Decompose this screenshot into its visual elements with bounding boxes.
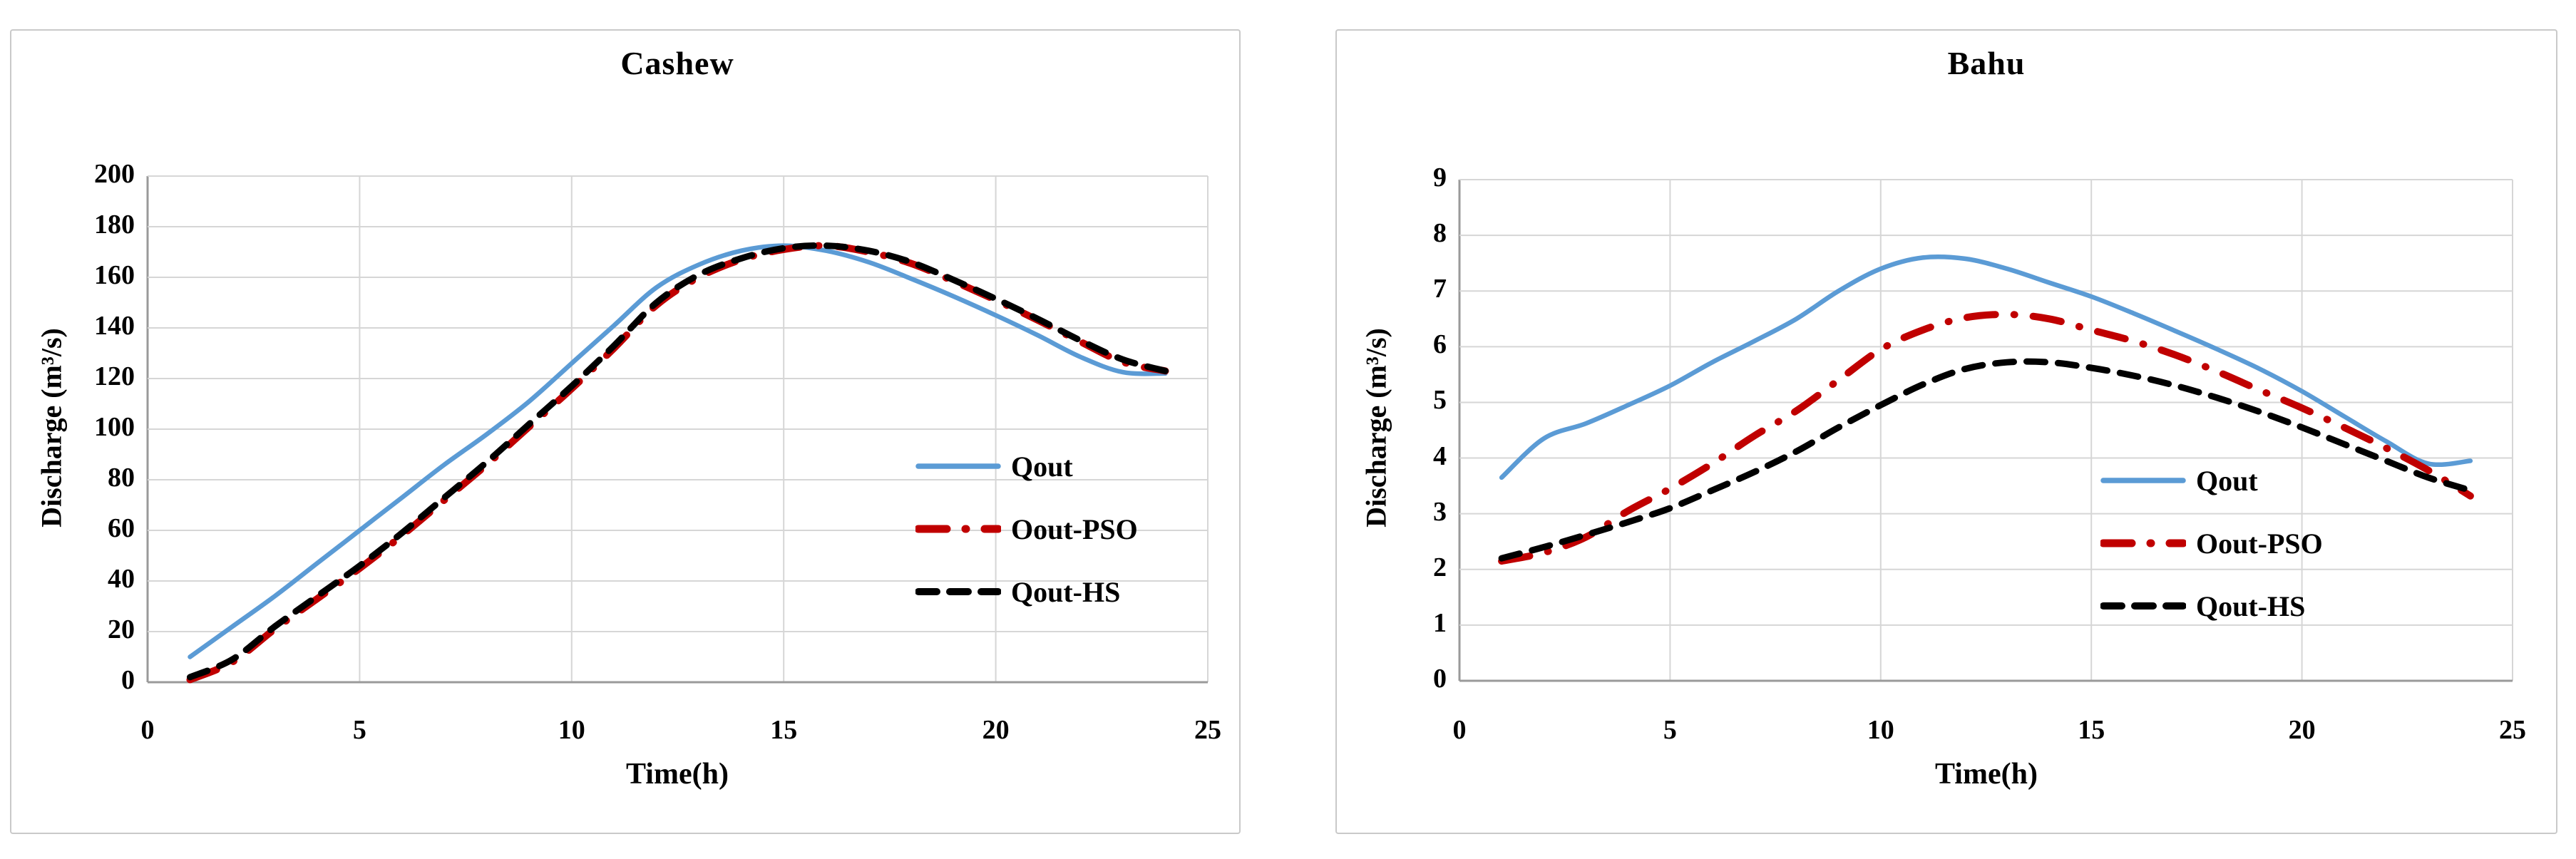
y-tick-label: 2 xyxy=(1433,552,1447,582)
legend-cashew: Qout Oout-PSO Qout-HS xyxy=(915,435,1138,623)
x-tick-label: 5 xyxy=(352,715,366,745)
legend-line-sample xyxy=(2100,602,2186,609)
y-tick-label: 5 xyxy=(1433,385,1447,416)
x-tick-label: 20 xyxy=(2288,715,2316,745)
legend-bahu: Qout Oout-PSO Qout-HS xyxy=(2100,449,2323,637)
y-tick-label: 0 xyxy=(1433,664,1447,694)
y-tick-label: 160 xyxy=(94,260,135,290)
legend-label: Qout-HS xyxy=(2196,590,2306,622)
y-tick-label: 8 xyxy=(1433,218,1447,249)
legend-label: Oout-PSO xyxy=(2196,527,2323,560)
legend-line-sample xyxy=(915,525,1001,533)
x-axis-title-cashew: Time(h) xyxy=(626,758,729,791)
x-axis-title-bahu: Time(h) xyxy=(1935,758,2038,791)
x-tick-label: 25 xyxy=(2499,715,2526,745)
chart-title-bahu: Bahu xyxy=(1947,45,2026,81)
legend-label: Qout xyxy=(1011,450,1073,483)
y-tick-label: 180 xyxy=(94,210,135,240)
legend-item-qout-hs: Qout-HS xyxy=(915,560,1138,623)
y-tick-label: 200 xyxy=(94,159,135,189)
y-tick-label: 20 xyxy=(108,614,135,644)
x-tick-label: 5 xyxy=(1663,715,1677,745)
series-line-oout-pso xyxy=(1498,310,2474,565)
legend-line-sample xyxy=(915,588,1001,595)
legend-item-oout-pso: Oout-PSO xyxy=(915,498,1138,560)
series-line-qout-hs xyxy=(187,242,1169,681)
series-line-qout xyxy=(188,243,1168,659)
y-tick-label: 3 xyxy=(1433,496,1447,527)
x-tick-label: 15 xyxy=(2078,715,2105,745)
legend-line-sample xyxy=(915,463,1001,469)
y-tick-label: 4 xyxy=(1433,441,1447,471)
x-tick-label: 25 xyxy=(1194,715,1221,745)
y-tick-label: 140 xyxy=(94,311,135,341)
legend-item-qout: Qout xyxy=(2100,449,2323,512)
x-tick-label: 0 xyxy=(1452,715,1467,745)
x-tick-label: 15 xyxy=(770,715,798,745)
y-tick-label: 9 xyxy=(1433,163,1447,192)
series-line-qout-hs xyxy=(1498,358,2474,562)
series-line-qout xyxy=(1499,254,2473,480)
legend-item-qout: Qout xyxy=(915,435,1138,498)
y-tick-label: 40 xyxy=(108,564,135,594)
x-tick-label: 0 xyxy=(140,715,155,745)
x-tick-label: 10 xyxy=(558,715,585,745)
y-tick-label: 120 xyxy=(94,361,135,391)
legend-label: Qout xyxy=(2196,464,2258,497)
chart-panel-cashew xyxy=(10,29,1241,834)
y-tick-label: 1 xyxy=(1433,607,1447,638)
x-tick-label: 20 xyxy=(982,715,1010,745)
legend-item-qout-hs: Qout-HS xyxy=(2100,575,2323,637)
legend-label: Qout-HS xyxy=(1011,575,1121,608)
legend-item-oout-pso: Oout-PSO xyxy=(2100,512,2323,575)
y-tick-label: 6 xyxy=(1433,329,1447,360)
legend-line-sample xyxy=(2100,478,2186,483)
legend-line-sample xyxy=(2100,539,2186,547)
y-tick-label: 0 xyxy=(121,665,135,695)
y-tick-label: 60 xyxy=(108,513,135,543)
y-tick-label: 100 xyxy=(94,412,135,442)
legend-label: Oout-PSO xyxy=(1011,513,1138,545)
y-tick-label: 7 xyxy=(1433,274,1447,304)
chart-title-cashew: Cashew xyxy=(620,45,734,81)
x-tick-label: 10 xyxy=(1867,715,1894,745)
y-tick-label: 80 xyxy=(108,463,135,493)
